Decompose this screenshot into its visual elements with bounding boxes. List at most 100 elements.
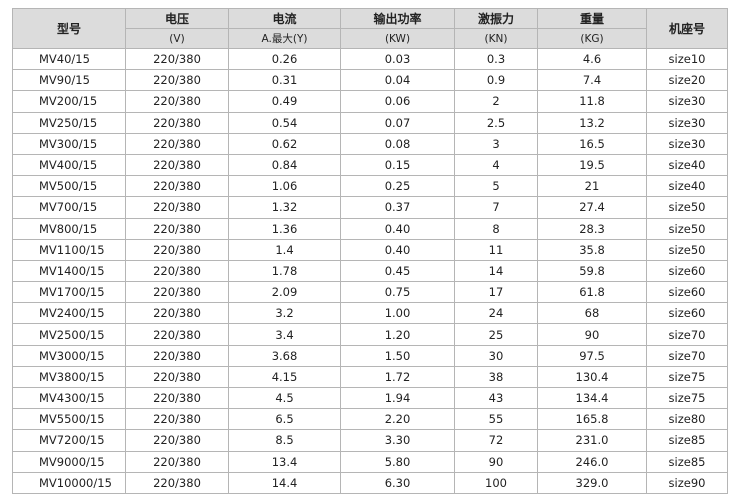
table-cell: 220/380 [125,365,229,389]
table-row: MV700/15 220/380 1.32 0.37 7 27.4 size50 [12,196,728,219]
table-row: MV3000/15 220/380 3.68 1.50 30 97.5 size70 [12,344,728,367]
table-cell: 220/380 [125,132,229,155]
table-cell: 0.37 [340,196,455,219]
table-cell: 6.5 [228,408,341,431]
table-cell: 0.40 [340,217,455,240]
table-row: MV5500/15 220/380 6.5 2.20 55 165.8 size80 [12,408,728,431]
table-cell: 0.04 [340,69,455,92]
table-cell: 1.06 [228,175,341,198]
table-cell: MV90/15 [12,69,126,92]
table-cell: 0.26 [228,47,341,71]
table-cell: 1.50 [340,344,455,367]
table-cell: 165.8 [537,408,647,431]
table-cell: 90 [454,450,538,473]
column-unit: (KN) [454,28,538,49]
table-cell: 100 [454,471,538,494]
table-cell: MV500/15 [12,175,126,198]
header-row: 型号 电压 电流 输出功率 激振力 重量 机座号 [12,8,728,49]
column-title: 输出功率 [340,8,455,29]
table-cell: 30 [454,344,538,367]
table-cell: 3 [454,132,538,155]
column-title: 机座号 [646,8,728,49]
table-cell: 4.15 [228,365,341,389]
table-cell: 220/380 [125,217,229,240]
table-cell: 0.40 [340,238,455,261]
table-header: 型号 电压 电流 输出功率 激振力 重量 机座号 (V) A.最大(Y) (KW) (KN) (KG) [12,8,728,49]
table-cell: 220/380 [125,196,229,219]
spec-table: 型号 电压 电流 输出功率 激振力 重量 机座号 (V) A.最大(Y) (KW) (KN) (KG)… [12,8,728,494]
table-cell: size75 [646,386,728,410]
table-cell: 1.78 [228,259,341,283]
column-unit: A.最大(Y) [228,28,341,49]
table-row: MV40/15 220/380 0.26 0.03 0.3 4.6 size10 [12,47,728,71]
table-cell: 0.62 [228,132,341,155]
table-cell: 4.6 [537,47,647,71]
table-cell: 5.80 [340,450,455,473]
table-cell: 1.32 [228,196,341,219]
table-row: MV9000/15 220/380 13.4 5.80 90 246.0 size85 [12,450,728,473]
table-cell: MV2500/15 [12,323,126,346]
table-cell: 0.08 [340,132,455,155]
table-cell: 8 [454,217,538,240]
table-cell: 0.9 [454,69,538,92]
table-cell: 28.3 [537,217,647,240]
table-cell: 1.00 [340,302,455,325]
table-cell: size80 [646,408,728,431]
table-cell: MV1400/15 [12,259,126,283]
table-cell: 6.30 [340,471,455,494]
table-cell: 8.5 [228,429,341,452]
table-cell: MV3000/15 [12,344,126,367]
table-cell: 220/380 [125,450,229,473]
table-cell: 220/380 [125,386,229,410]
table-cell: 220/380 [125,302,229,325]
column-unit: (KW) [340,28,455,49]
table-cell: 19.5 [537,153,647,177]
table-cell: 14 [454,259,538,283]
header-row: (V) A.最大(Y) (KW) (KN) (KG) [13,28,728,49]
table-row: MV200/15 220/380 0.49 0.06 2 11.8 size30 [12,90,728,113]
table-cell: 17 [454,281,538,304]
table-cell: 11.8 [537,90,647,113]
table-body: MV40/15 220/380 0.26 0.03 0.3 4.6 size10 MV90/1… [12,47,728,494]
table-cell: 3.30 [340,429,455,452]
table-row: MV1400/15 220/380 1.78 0.45 14 59.8 size60 [12,259,728,283]
table-cell: 4 [454,153,538,177]
table-row: MV4300/15 220/380 4.5 1.94 43 134.4 size75 [12,386,728,410]
table-cell: 2.5 [454,111,538,134]
table-cell: 1.36 [228,217,341,240]
table-cell: 220/380 [125,175,229,198]
table-cell: 14.4 [228,471,341,494]
table-cell: 27.4 [537,196,647,219]
table-cell: 0.15 [340,153,455,177]
table-cell: 0.06 [340,90,455,113]
table-row: MV90/15 220/380 0.31 0.04 0.9 7.4 size20 [12,69,728,92]
table-cell: 55 [454,408,538,431]
table-cell: 220/380 [125,259,229,283]
table-cell: 25 [454,323,538,346]
table-row: MV1100/15 220/380 1.4 0.40 11 35.8 size50 [12,238,728,261]
table-cell: 220/380 [125,69,229,92]
table-cell: size85 [646,450,728,473]
table-cell: 0.25 [340,175,455,198]
table-cell: MV5500/15 [12,408,126,431]
table-cell: 24 [454,302,538,325]
table-row: MV7200/15 220/380 8.5 3.30 72 231.0 size85 [12,429,728,452]
table-cell: MV300/15 [12,132,126,155]
table-cell: 2.20 [340,408,455,431]
table-cell: MV10000/15 [12,471,126,494]
table-cell: 220/380 [125,323,229,346]
column-title: 型号 [12,8,126,49]
table-cell: size30 [646,111,728,134]
table-cell: size50 [646,196,728,219]
table-row: MV3800/15 220/380 4.15 1.72 38 130.4 size75 [12,365,728,389]
table-cell: size60 [646,259,728,283]
table-cell: size60 [646,281,728,304]
table-cell: MV4300/15 [12,386,126,410]
table-cell: 97.5 [537,344,647,367]
column-title: 电流 [228,8,341,29]
table-cell: 220/380 [125,238,229,261]
table-cell: 1.94 [340,386,455,410]
table-cell: 5 [454,175,538,198]
table-cell: size30 [646,90,728,113]
table-cell: 11 [454,238,538,261]
